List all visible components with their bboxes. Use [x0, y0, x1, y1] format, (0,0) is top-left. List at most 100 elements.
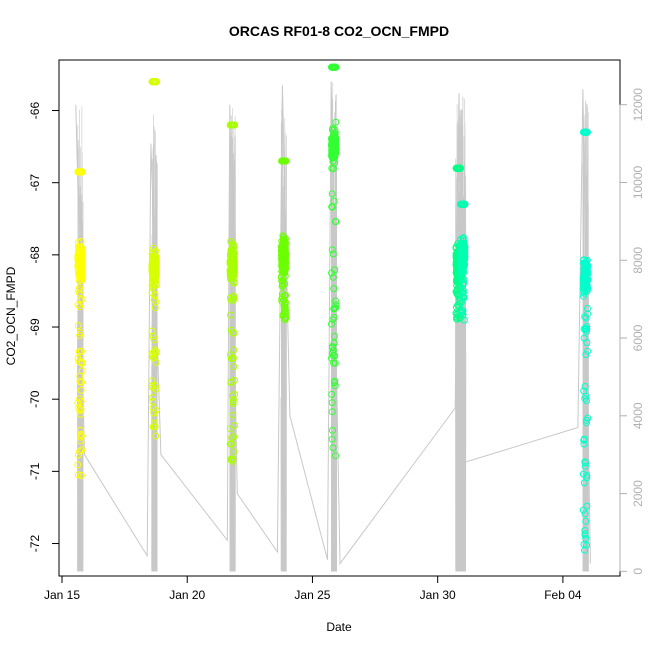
data-point — [230, 121, 238, 129]
data-point — [282, 261, 290, 269]
y2-tick-label: 4000 — [631, 402, 645, 429]
data-point — [582, 459, 589, 467]
data-point — [151, 254, 159, 262]
data-point — [330, 197, 338, 205]
data-point — [279, 157, 287, 165]
data-point — [278, 282, 286, 290]
series-rf01 — [74, 168, 86, 479]
data-point — [77, 405, 85, 413]
data-point — [149, 333, 157, 341]
series-rf05 — [328, 63, 340, 460]
data-point — [150, 336, 158, 344]
data-point — [458, 252, 466, 260]
series-rf08 — [579, 128, 592, 554]
data-point — [226, 440, 234, 448]
data-point — [278, 251, 286, 259]
data-point — [458, 309, 466, 317]
data-point — [74, 471, 82, 479]
data-point — [230, 278, 238, 286]
axes-layer: Jan 15 Jan 20 Jan 25 Jan 30 Feb 04 -66 -67 -68 -… — [28, 88, 645, 602]
data-point — [78, 358, 86, 366]
data-point — [149, 398, 157, 405]
series-rf03 — [226, 121, 238, 465]
data-point — [459, 289, 466, 297]
data-point — [582, 517, 590, 525]
data-point — [77, 433, 85, 441]
y-tick-label: -69 — [28, 318, 42, 336]
data-point — [331, 63, 339, 71]
data-point — [78, 263, 86, 271]
data-point — [150, 296, 158, 304]
data-point — [328, 320, 335, 328]
data-point — [230, 268, 238, 276]
data-point — [78, 168, 86, 176]
data-point — [151, 258, 159, 266]
y-tick-label: -71 — [28, 462, 42, 480]
data-point — [78, 367, 86, 375]
data-point — [583, 502, 591, 510]
series-rf02 — [148, 78, 160, 440]
data-point — [582, 265, 590, 273]
data-point — [330, 305, 338, 313]
data-point — [328, 399, 336, 407]
data-point — [460, 240, 468, 248]
data-point — [584, 305, 591, 312]
data-point — [329, 250, 337, 258]
data-point — [74, 461, 82, 469]
data-point — [76, 437, 84, 445]
data-point — [76, 284, 84, 292]
data-point — [580, 279, 588, 287]
data-point — [77, 410, 85, 418]
data-point — [230, 433, 238, 441]
data-point — [76, 407, 84, 415]
data-point — [282, 299, 290, 307]
data-point — [581, 510, 589, 518]
y2-tick-label: 2000 — [631, 480, 645, 507]
data-point — [152, 358, 160, 366]
data-point — [152, 280, 160, 288]
data-point — [151, 304, 159, 312]
data-point — [582, 128, 590, 136]
data-point — [584, 285, 592, 293]
data-point — [230, 346, 238, 354]
data-point — [581, 462, 589, 470]
data-point — [77, 329, 85, 337]
data-point — [152, 432, 160, 440]
data-point — [579, 470, 587, 478]
data-point — [77, 248, 85, 256]
y2-tick-label: 8000 — [631, 247, 645, 274]
data-point — [330, 332, 338, 340]
data-point — [579, 292, 587, 300]
data-point — [328, 343, 336, 350]
data-point — [149, 353, 157, 361]
data-point — [279, 281, 287, 289]
y-axis-label: CO2_OCN_FMPD — [4, 266, 18, 365]
y-tick-label: -72 — [28, 535, 42, 553]
data-point — [78, 432, 86, 440]
data-point — [229, 411, 237, 419]
data-point — [229, 256, 237, 264]
x-tick-label: Jan 25 — [294, 588, 330, 602]
data-point — [78, 446, 86, 454]
data-point — [328, 390, 336, 398]
data-point — [152, 348, 160, 355]
scatter-points-layer — [74, 63, 592, 554]
data-point — [580, 440, 588, 448]
data-point — [75, 289, 83, 297]
data-point — [75, 270, 83, 278]
data-point — [458, 298, 466, 306]
data-point — [282, 310, 289, 318]
data-point — [328, 435, 336, 443]
altitude-profile-rf04 — [280, 109, 287, 572]
data-point — [227, 311, 235, 319]
data-point — [227, 455, 235, 463]
data-point — [457, 271, 465, 279]
y2-tick-label: 0 — [631, 568, 645, 575]
altitude-profile-rf03 — [229, 108, 236, 572]
data-point — [460, 288, 468, 296]
data-point — [149, 423, 157, 431]
data-point — [281, 157, 289, 165]
data-point — [330, 359, 338, 367]
data-point — [74, 399, 82, 407]
data-point — [281, 305, 289, 313]
